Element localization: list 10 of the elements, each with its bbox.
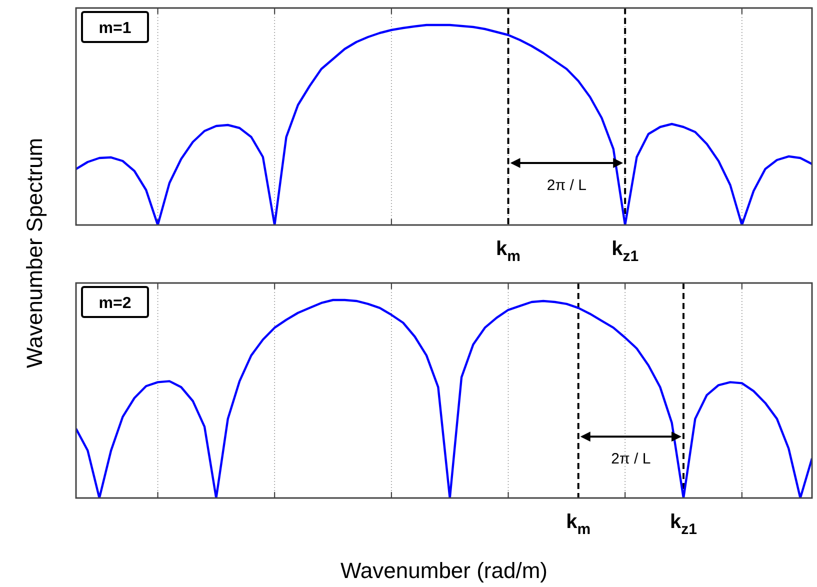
annotation: 2π / L (611, 450, 651, 468)
annotation: m=2 (98, 295, 132, 312)
text: k$_{m}$ (496, 238, 520, 265)
annotation: m=1 (98, 20, 132, 37)
y-axis-title: Wavenumber Spectrum (22, 138, 47, 368)
annotation: 2π / L (546, 177, 586, 194)
x-axis-title: Wavenumber (rad/m) (340, 558, 548, 583)
text: k$_{z1}$ (670, 511, 697, 538)
text: k$_{m}$ (566, 511, 591, 538)
text: k$_{z1}$ (612, 238, 639, 265)
